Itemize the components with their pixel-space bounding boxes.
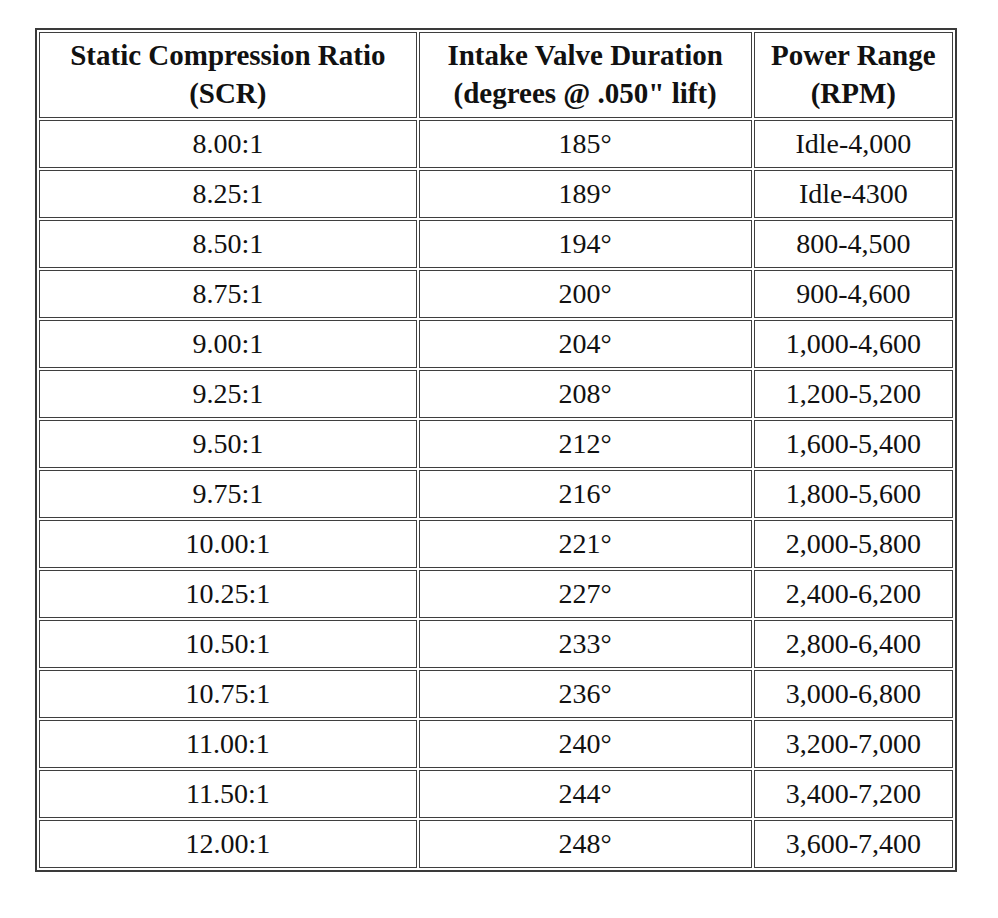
- cell-scr: 10.25:1: [39, 570, 417, 618]
- cell-intake-duration: 200°: [419, 270, 752, 318]
- cell-intake-duration: 236°: [419, 670, 752, 718]
- cell-scr: 8.25:1: [39, 170, 417, 218]
- cell-intake-duration: 185°: [419, 120, 752, 168]
- cell-intake-duration: 240°: [419, 720, 752, 768]
- cell-intake-duration: 189°: [419, 170, 752, 218]
- cell-scr: 11.50:1: [39, 770, 417, 818]
- header-power-range-line2: (RPM): [811, 77, 896, 109]
- header-scr-line2: (SCR): [189, 77, 266, 109]
- table-row: 11.50:1244°3,400-7,200: [39, 770, 953, 818]
- header-scr-line1: Static Compression Ratio: [70, 39, 385, 71]
- cell-scr: 10.00:1: [39, 520, 417, 568]
- table-row: 9.25:1208°1,200-5,200: [39, 370, 953, 418]
- table-row: 10.50:1233°2,800-6,400: [39, 620, 953, 668]
- table-row: 9.75:1216°1,800-5,600: [39, 470, 953, 518]
- table-row: 8.50:1194°800-4,500: [39, 220, 953, 268]
- cell-power-range: 2,800-6,400: [754, 620, 953, 668]
- table-row: 8.25:1189°Idle-4300: [39, 170, 953, 218]
- cell-intake-duration: 216°: [419, 470, 752, 518]
- cell-intake-duration: 227°: [419, 570, 752, 618]
- cell-power-range: 3,000-6,800: [754, 670, 953, 718]
- cell-scr: 10.50:1: [39, 620, 417, 668]
- cell-scr: 9.00:1: [39, 320, 417, 368]
- cell-scr: 9.25:1: [39, 370, 417, 418]
- table-row: 12.00:1248°3,600-7,400: [39, 820, 953, 868]
- cell-power-range: 3,200-7,000: [754, 720, 953, 768]
- table-row: 10.00:1221°2,000-5,800: [39, 520, 953, 568]
- header-power-range-line1: Power Range: [771, 39, 936, 71]
- header-intake-duration-line2: (degrees @ .050" lift): [454, 77, 717, 109]
- table-container: Static Compression Ratio (SCR) Intake Va…: [35, 28, 957, 872]
- table-body: 8.00:1185°Idle-4,0008.25:1189°Idle-43008…: [39, 120, 953, 868]
- header-row: Static Compression Ratio (SCR) Intake Va…: [39, 32, 953, 118]
- cell-scr: 9.50:1: [39, 420, 417, 468]
- cell-scr: 9.75:1: [39, 470, 417, 518]
- cell-power-range: Idle-4,000: [754, 120, 953, 168]
- header-intake-duration: Intake Valve Duration (degrees @ .050" l…: [419, 32, 752, 118]
- compression-cam-duration-table: Static Compression Ratio (SCR) Intake Va…: [35, 28, 957, 872]
- cell-intake-duration: 233°: [419, 620, 752, 668]
- cell-power-range: 3,600-7,400: [754, 820, 953, 868]
- header-scr: Static Compression Ratio (SCR): [39, 32, 417, 118]
- cell-intake-duration: 221°: [419, 520, 752, 568]
- cell-scr: 8.50:1: [39, 220, 417, 268]
- page: Static Compression Ratio (SCR) Intake Va…: [0, 0, 998, 918]
- cell-power-range: 1,200-5,200: [754, 370, 953, 418]
- cell-power-range: Idle-4300: [754, 170, 953, 218]
- header-power-range: Power Range (RPM): [754, 32, 953, 118]
- cell-intake-duration: 204°: [419, 320, 752, 368]
- table-row: 8.75:1200°900-4,600: [39, 270, 953, 318]
- table-row: 10.75:1236°3,000-6,800: [39, 670, 953, 718]
- table-row: 11.00:1240°3,200-7,000: [39, 720, 953, 768]
- cell-power-range: 1,800-5,600: [754, 470, 953, 518]
- cell-scr: 8.75:1: [39, 270, 417, 318]
- cell-intake-duration: 208°: [419, 370, 752, 418]
- cell-power-range: 2,000-5,800: [754, 520, 953, 568]
- header-intake-duration-line1: Intake Valve Duration: [447, 39, 723, 71]
- cell-power-range: 3,400-7,200: [754, 770, 953, 818]
- cell-scr: 12.00:1: [39, 820, 417, 868]
- cell-scr: 10.75:1: [39, 670, 417, 718]
- cell-power-range: 900-4,600: [754, 270, 953, 318]
- cell-power-range: 1,600-5,400: [754, 420, 953, 468]
- table-row: 9.50:1212°1,600-5,400: [39, 420, 953, 468]
- cell-scr: 8.00:1: [39, 120, 417, 168]
- table-row: 9.00:1204°1,000-4,600: [39, 320, 953, 368]
- cell-intake-duration: 212°: [419, 420, 752, 468]
- cell-power-range: 800-4,500: [754, 220, 953, 268]
- cell-intake-duration: 244°: [419, 770, 752, 818]
- cell-scr: 11.00:1: [39, 720, 417, 768]
- cell-power-range: 1,000-4,600: [754, 320, 953, 368]
- cell-intake-duration: 248°: [419, 820, 752, 868]
- cell-intake-duration: 194°: [419, 220, 752, 268]
- table-row: 10.25:1227°2,400-6,200: [39, 570, 953, 618]
- cell-power-range: 2,400-6,200: [754, 570, 953, 618]
- table-row: 8.00:1185°Idle-4,000: [39, 120, 953, 168]
